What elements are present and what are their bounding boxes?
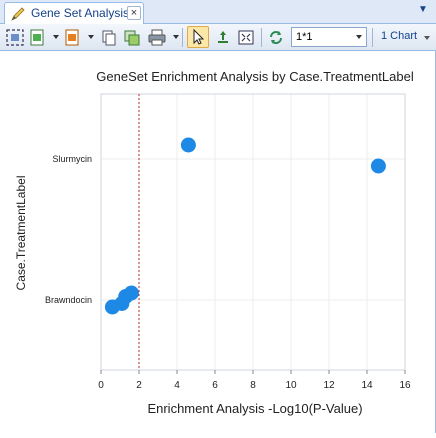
copy-image-icon[interactable] [123,28,141,47]
chevron-down-icon [424,36,430,40]
data-point [180,137,196,153]
y-category-label: Slurmycin [52,154,92,164]
x-tick-label: 16 [399,380,411,391]
pen-icon [10,6,26,22]
pointer-button[interactable] [187,26,209,48]
toolbar: 1*1 1 Chart [0,24,436,51]
charts-dropdown-button[interactable]: 1 Chart [376,27,436,47]
chart-area: GeneSet Enrichment Analysis by Case.Trea… [0,51,436,433]
tab-strip: Gene Set Analysis × ▼ [0,0,436,24]
x-tick-label: 10 [285,380,297,391]
fit-view-icon[interactable] [5,28,25,47]
scatter-chart: GeneSet Enrichment Analysis by Case.Trea… [14,69,414,416]
zoom-value: 1*1 [296,31,313,43]
x-tick-label: 8 [250,380,256,391]
pan-icon[interactable] [214,28,232,47]
chevron-down-icon[interactable] [173,35,179,39]
tab-gene-set-analysis[interactable]: Gene Set Analysis × [4,2,144,24]
charts-label: 1 Chart [381,30,418,42]
x-tick-label: 12 [323,380,335,391]
close-icon[interactable]: × [127,6,141,20]
copy-icon[interactable] [100,28,118,47]
toolbar-separator [261,28,262,47]
refresh-icon[interactable] [267,28,285,47]
zoom-extents-icon[interactable] [236,28,256,47]
chevron-down-icon[interactable] [356,35,362,39]
chevron-down-icon[interactable] [88,35,94,39]
export-powerpoint-icon[interactable] [63,28,81,47]
toolbar-separator [372,28,373,47]
x-tick-label: 14 [361,380,373,391]
zoom-combo[interactable]: 1*1 [291,27,367,47]
x-tick-label: 2 [136,380,142,391]
y-category-label: Brawndocin [45,295,92,305]
chevron-down-icon[interactable] [53,35,59,39]
chevron-down-icon[interactable]: ▼ [418,4,428,15]
data-point [370,158,386,174]
cursor-icon [193,28,205,45]
x-tick-label: 0 [98,380,104,391]
x-axis-label: Enrichment Analysis -Log10(P-Value) [147,401,362,416]
x-tick-label: 6 [212,380,218,391]
tab-label: Gene Set Analysis [31,6,130,20]
y-axis-label: Case.TreatmentLabel [14,176,28,291]
chart-title: GeneSet Enrichment Analysis by Case.Trea… [96,69,414,84]
data-point [123,285,139,301]
x-tick-label: 4 [174,380,180,391]
toolbar-separator [182,28,183,47]
print-icon[interactable] [147,28,167,47]
export-excel-icon[interactable] [28,28,46,47]
